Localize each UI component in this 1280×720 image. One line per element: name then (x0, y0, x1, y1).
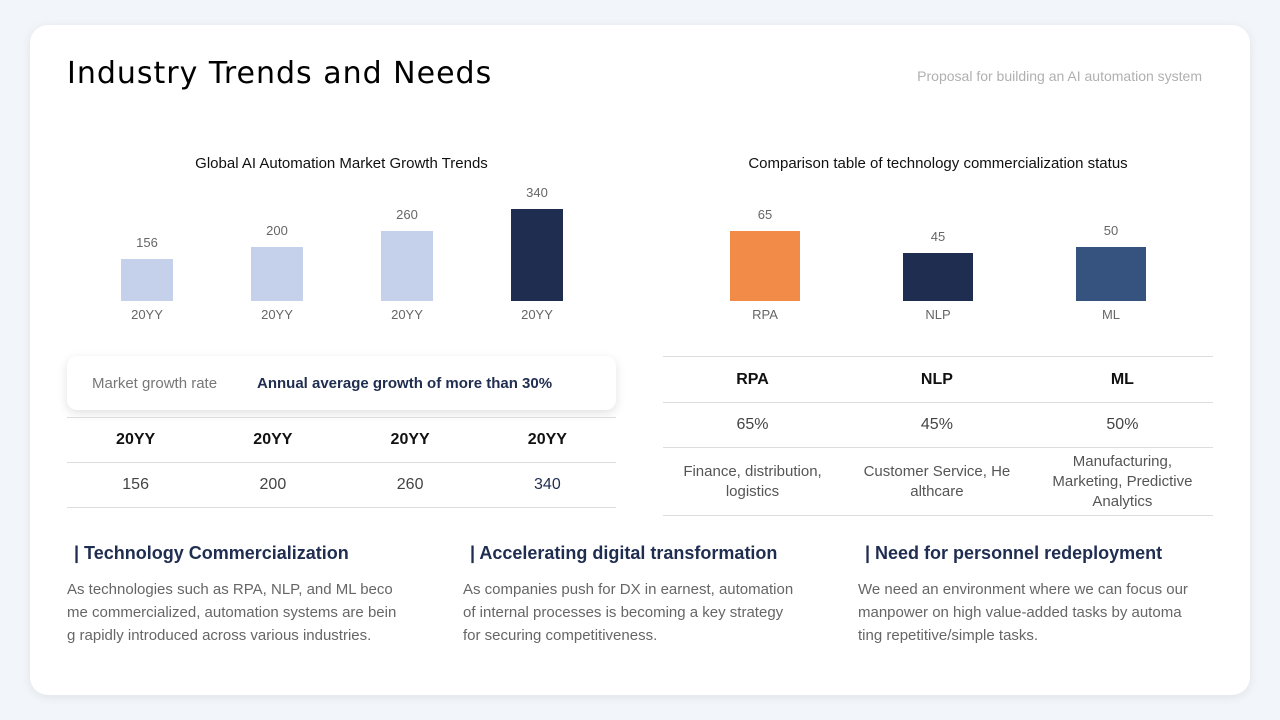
growth-rate-label: Market growth rate (92, 374, 218, 392)
data-label: 200 (266, 222, 288, 238)
table-header: 20YY (67, 417, 205, 463)
table-header: 20YY (204, 417, 342, 463)
table-cell: 45% (842, 402, 1032, 448)
table-header: ML (1031, 356, 1213, 403)
bar (381, 230, 433, 301)
cell-line: Customer Service, He (863, 462, 1011, 480)
table-cell: 200 (204, 462, 342, 508)
data-label: 156 (136, 234, 158, 250)
page-title: Industry Trends and Needs (67, 56, 493, 91)
table-cell: Customer Service, He althcare (842, 447, 1032, 516)
data-label: 65 (757, 207, 773, 222)
market-chart-title: Global AI Automation Market Growth Trend… (195, 155, 488, 172)
cell-line: Marketing, Predictive (1052, 472, 1193, 490)
text-line: As companies push for DX in earnest, aut… (463, 581, 794, 598)
data-label: 50 (1103, 223, 1119, 239)
table-cell: 50% (1031, 402, 1213, 448)
x-tick-label: 20YY (261, 307, 293, 322)
section-title: | Technology Commercialization (74, 543, 349, 563)
text-line: ting repetitive/simple tasks. (858, 627, 1039, 644)
bar (903, 252, 973, 301)
tech-table: RPA NLP ML 65% 45% 50% Finance, distribu… (663, 356, 1213, 516)
cell-line: althcare (910, 482, 964, 500)
bar (121, 258, 173, 301)
x-tick-label: NLP (925, 307, 951, 322)
text-line: for securing competitiveness. (463, 627, 658, 644)
section-text: As technologies such as RPA, NLP, and ML… (67, 578, 427, 647)
text-line: manpower on high value-added tasks by au… (858, 604, 1182, 621)
section-tech-commercialization: | Technology Commercialization As techno… (67, 543, 427, 647)
table-cell: 156 (67, 462, 205, 508)
market-table: 20YY 20YY 20YY 20YY 156 200 260 340 (67, 417, 616, 508)
table-cell: Finance, distribution, logistics (663, 447, 843, 516)
cell-line: logistics (725, 482, 780, 500)
table-cell: 340 (478, 462, 616, 508)
x-tick-label: 20YY (391, 307, 423, 322)
data-label: 45 (930, 228, 946, 244)
table-header: 20YY (341, 417, 479, 463)
cell-line: Analytics (1092, 492, 1153, 510)
x-tick-label: 20YY (521, 307, 553, 322)
section-title: | Accelerating digital transformation (470, 543, 778, 563)
bar (1076, 247, 1146, 301)
text-line: As technologies such as RPA, NLP, and ML… (67, 581, 393, 598)
table-header: RPA (663, 356, 843, 403)
bar (251, 246, 303, 301)
section-text: As companies push for DX in earnest, aut… (463, 578, 823, 647)
x-tick-label: RPA (752, 307, 778, 322)
text-line: me commercialized, automation systems ar… (67, 604, 397, 621)
data-label: 340 (526, 185, 548, 200)
x-tick-label: 20YY (131, 307, 163, 322)
data-label: 260 (396, 206, 418, 222)
growth-rate-box: Market growth rate Annual average growth… (67, 356, 616, 410)
section-title: | Need for personnel redeployment (865, 543, 1163, 563)
bar (511, 209, 563, 301)
table-cell: 260 (341, 462, 479, 508)
table-header: 20YY (478, 417, 616, 463)
cell-line: Manufacturing, (1072, 452, 1173, 470)
text-line: We need an environment where we can focu… (858, 581, 1188, 598)
page-subtitle: Proposal for building an AI automation s… (917, 68, 1202, 84)
tech-chart-title: Comparison table of technology commercia… (748, 155, 1128, 172)
section-digital-transformation: | Accelerating digital transformation As… (463, 543, 823, 647)
table-header: NLP (842, 356, 1032, 403)
text-line: of internal processes is becoming a key … (463, 604, 784, 621)
growth-rate-value: Annual average growth of more than 30% (257, 374, 553, 392)
table-cell: Manufacturing, Marketing, Predictive Analy… (1031, 447, 1213, 516)
table-cell: 65% (663, 402, 843, 448)
section-text: We need an environment where we can focu… (858, 578, 1218, 647)
section-personnel-redeployment: | Need for personnel redeployment We nee… (858, 543, 1218, 647)
bar (730, 231, 800, 301)
text-line: g rapidly introduced across various indu… (67, 627, 372, 644)
cell-line: Finance, distribution, (683, 462, 822, 480)
x-tick-label: ML (1101, 307, 1121, 322)
